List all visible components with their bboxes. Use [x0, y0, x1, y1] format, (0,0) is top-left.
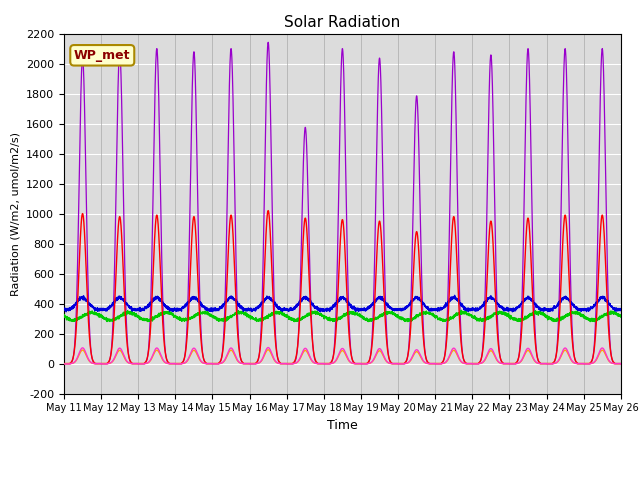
Title: Solar Radiation: Solar Radiation: [284, 15, 401, 30]
X-axis label: Time: Time: [327, 419, 358, 432]
Y-axis label: Radiation (W/m2, umol/m2/s): Radiation (W/m2, umol/m2/s): [10, 132, 20, 296]
Legend: Shortwave In, Shortwave Out, Longwave In, Longwave Out, PAR in, PAR out: Shortwave In, Shortwave Out, Longwave In…: [65, 477, 620, 480]
Text: WP_met: WP_met: [74, 49, 131, 62]
